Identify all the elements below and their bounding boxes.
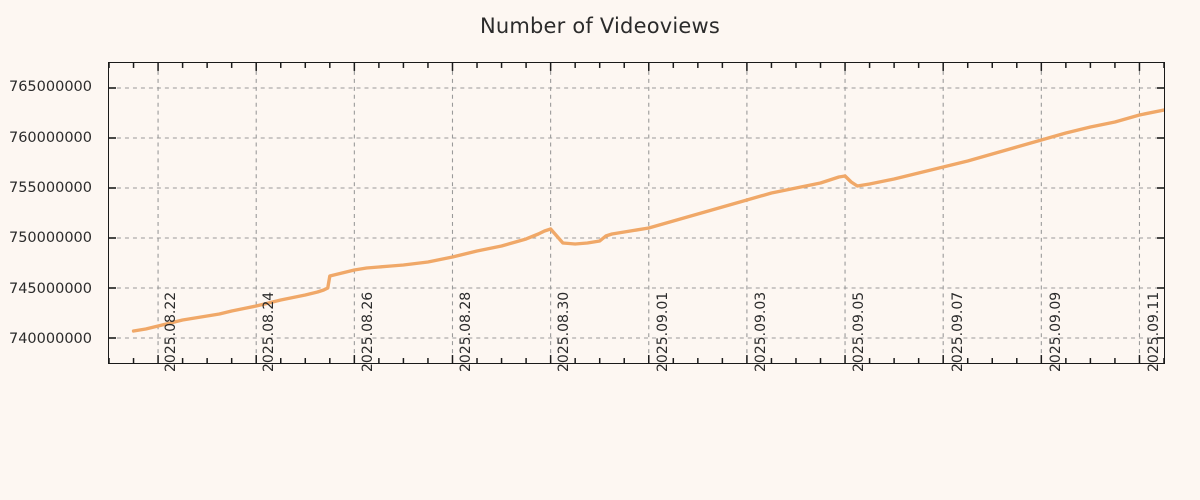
y-axis-tick-label: 760000000 bbox=[8, 129, 92, 146]
y-axis-tick-label: 740000000 bbox=[8, 330, 92, 347]
grid-lines bbox=[109, 63, 1164, 363]
y-axis-tick-label: 750000000 bbox=[8, 230, 92, 247]
data-series-videoviews bbox=[131, 108, 1164, 333]
y-axis-tick-label: 755000000 bbox=[8, 179, 92, 196]
y-axis-tick-label: 765000000 bbox=[8, 79, 92, 96]
plot-area bbox=[108, 62, 1165, 364]
chart-title: Number of Videoviews bbox=[479, 14, 721, 38]
y-axis-tick-label: 745000000 bbox=[8, 280, 92, 297]
axis-ticks bbox=[109, 63, 1164, 363]
